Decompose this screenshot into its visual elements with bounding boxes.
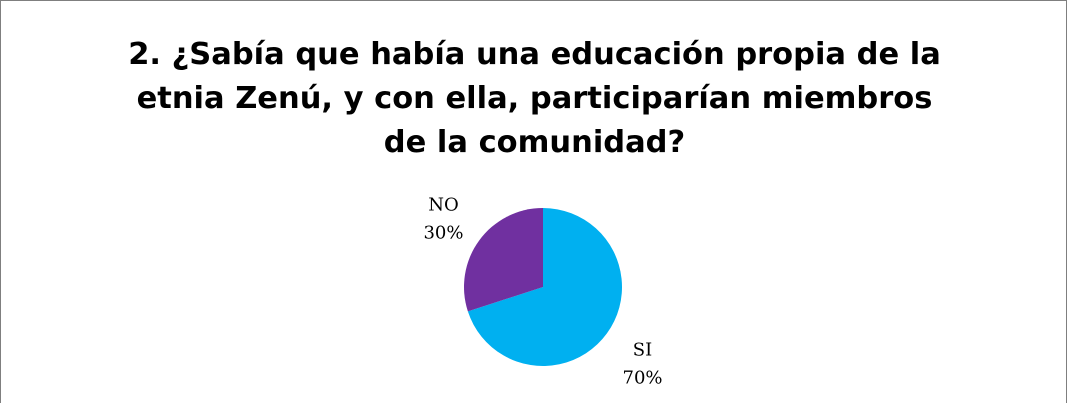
- pie-slices: [464, 208, 622, 367]
- chart-title: 2. ¿Sabía que había una educación propia…: [128, 37, 941, 160]
- slice-category-label: SI: [633, 339, 652, 360]
- data-label-no: NO 30%: [423, 195, 463, 244]
- pie-slice-si: [467, 208, 622, 367]
- slice-percent-label: 30%: [423, 223, 463, 244]
- pie-slice-no: [464, 208, 543, 312]
- data-label-si: SI 70%: [623, 339, 663, 388]
- slice-percent-label: 70%: [623, 367, 663, 388]
- slice-category-label: NO: [428, 195, 459, 216]
- pie-labels: SI 70% NO 30%: [423, 195, 662, 389]
